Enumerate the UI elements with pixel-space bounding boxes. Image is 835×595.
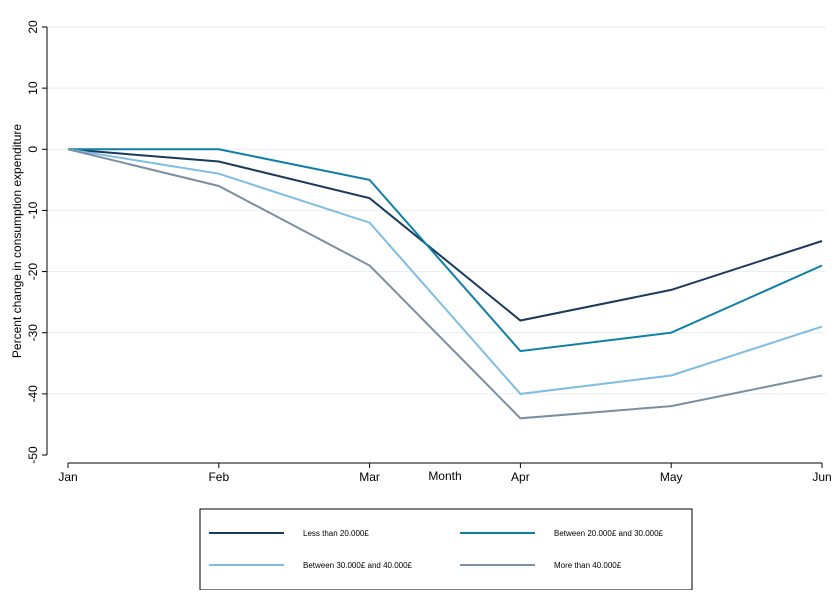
legend-label: Between 30.000£ and 40.000£ xyxy=(303,561,413,570)
y-tick-label: -30 xyxy=(26,324,40,342)
x-tick-label: Feb xyxy=(208,470,229,484)
x-tick-label: May xyxy=(660,470,683,484)
legend-label: Between 20.000£ and 30.000£ xyxy=(554,529,664,538)
y-axis-title: Percent change in consumption expenditur… xyxy=(10,124,24,358)
y-tick-label: -40 xyxy=(26,385,40,403)
legend-label: Less than 20.000£ xyxy=(303,529,369,538)
axes: -50 -40 -30 -20 -10 0 10 20 Jan Feb Mar Apr May Jun xyxy=(26,20,832,484)
legend-box xyxy=(199,508,693,591)
series-line xyxy=(67,148,823,420)
x-axis-title: Month xyxy=(428,469,461,483)
gridlines xyxy=(47,26,826,395)
legend-label: More than 40.000£ xyxy=(554,561,622,570)
y-tick-label: -10 xyxy=(26,201,40,219)
series-line xyxy=(67,148,823,395)
series-line xyxy=(67,148,823,322)
legend: Less than 20.000£ Between 20.000£ and 30.… xyxy=(199,508,693,591)
y-tick-label: 20 xyxy=(26,20,40,34)
x-tick-label: Jun xyxy=(812,470,831,484)
x-tick-label: Mar xyxy=(359,470,380,484)
x-tick-label: Apr xyxy=(511,470,530,484)
x-tick-label: Jan xyxy=(58,470,77,484)
y-tick-label: -20 xyxy=(26,263,40,281)
y-tick-label: -50 xyxy=(26,446,40,464)
y-tick-label: 0 xyxy=(26,146,40,153)
series-lines xyxy=(67,148,823,420)
series-line xyxy=(68,148,823,353)
y-tick-label: 10 xyxy=(26,81,40,95)
